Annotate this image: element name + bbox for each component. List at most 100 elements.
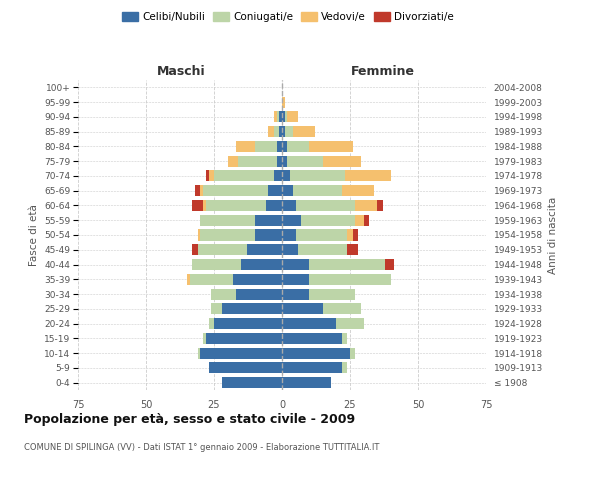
Bar xyxy=(353,230,358,240)
Bar xyxy=(227,156,238,166)
Bar xyxy=(282,185,293,196)
Bar xyxy=(342,185,374,196)
Bar xyxy=(209,362,282,374)
Bar xyxy=(206,200,266,211)
Bar xyxy=(282,170,290,181)
Bar xyxy=(268,126,274,137)
Bar xyxy=(192,259,241,270)
Bar xyxy=(290,170,344,181)
Bar xyxy=(236,288,282,300)
Bar xyxy=(187,274,190,285)
Bar xyxy=(377,200,383,211)
Bar xyxy=(285,126,293,137)
Bar xyxy=(350,348,355,358)
Bar xyxy=(282,126,285,137)
Text: Maschi: Maschi xyxy=(157,64,206,78)
Bar xyxy=(277,112,279,122)
Bar xyxy=(274,170,282,181)
Bar xyxy=(200,348,282,358)
Bar xyxy=(344,170,391,181)
Bar xyxy=(309,274,391,285)
Bar xyxy=(190,274,233,285)
Bar xyxy=(197,348,200,358)
Bar xyxy=(282,200,296,211)
Bar xyxy=(282,214,301,226)
Bar xyxy=(192,200,203,211)
Bar xyxy=(355,200,377,211)
Bar xyxy=(197,244,247,256)
Bar xyxy=(277,156,282,166)
Bar xyxy=(282,230,296,240)
Bar xyxy=(282,112,285,122)
Bar xyxy=(385,259,394,270)
Bar xyxy=(282,288,309,300)
Bar xyxy=(233,274,282,285)
Bar xyxy=(274,112,277,122)
Bar xyxy=(282,377,331,388)
Bar xyxy=(266,200,282,211)
Bar xyxy=(279,126,282,137)
Bar xyxy=(209,170,214,181)
Bar xyxy=(282,304,323,314)
Text: Femmine: Femmine xyxy=(350,64,415,78)
Bar xyxy=(282,333,342,344)
Bar xyxy=(274,126,279,137)
Bar xyxy=(287,156,323,166)
Bar xyxy=(209,318,214,329)
Bar xyxy=(309,259,385,270)
Bar xyxy=(238,156,277,166)
Bar xyxy=(282,156,287,166)
Bar xyxy=(206,333,282,344)
Bar xyxy=(247,244,282,256)
Bar xyxy=(255,230,282,240)
Bar xyxy=(241,259,282,270)
Bar xyxy=(255,214,282,226)
Bar xyxy=(206,170,209,181)
Bar xyxy=(282,348,350,358)
Bar xyxy=(192,244,197,256)
Bar xyxy=(287,141,309,152)
Bar xyxy=(197,230,200,240)
Bar xyxy=(277,141,282,152)
Bar xyxy=(203,333,206,344)
Bar xyxy=(298,244,347,256)
Bar xyxy=(203,200,206,211)
Bar xyxy=(282,141,287,152)
Bar xyxy=(200,185,203,196)
Bar xyxy=(211,288,236,300)
Bar xyxy=(323,304,361,314)
Bar xyxy=(293,185,342,196)
Y-axis label: Fasce di età: Fasce di età xyxy=(29,204,38,266)
Bar xyxy=(323,156,361,166)
Bar xyxy=(337,318,364,329)
Text: COMUNE DI SPILINGA (VV) - Dati ISTAT 1° gennaio 2009 - Elaborazione TUTTITALIA.I: COMUNE DI SPILINGA (VV) - Dati ISTAT 1° … xyxy=(24,442,379,452)
Bar xyxy=(255,141,277,152)
Legend: Celibi/Nubili, Coniugati/e, Vedovi/e, Divorziati/e: Celibi/Nubili, Coniugati/e, Vedovi/e, Di… xyxy=(118,8,458,26)
Bar xyxy=(282,259,309,270)
Bar xyxy=(214,170,274,181)
Bar xyxy=(282,244,298,256)
Bar xyxy=(200,230,255,240)
Bar xyxy=(203,185,268,196)
Bar xyxy=(200,214,255,226)
Bar xyxy=(347,230,353,240)
Bar xyxy=(355,214,364,226)
Bar xyxy=(309,288,355,300)
Bar xyxy=(236,141,255,152)
Bar xyxy=(296,230,347,240)
Bar xyxy=(279,112,282,122)
Bar xyxy=(195,185,200,196)
Bar xyxy=(342,362,347,374)
Bar xyxy=(282,362,342,374)
Bar xyxy=(364,214,369,226)
Bar xyxy=(222,304,282,314)
Bar xyxy=(301,214,355,226)
Bar xyxy=(342,333,347,344)
Bar xyxy=(282,96,285,108)
Bar xyxy=(347,244,358,256)
Bar xyxy=(214,318,282,329)
Bar xyxy=(268,185,282,196)
Bar xyxy=(282,274,309,285)
Bar xyxy=(287,112,298,122)
Bar xyxy=(309,141,353,152)
